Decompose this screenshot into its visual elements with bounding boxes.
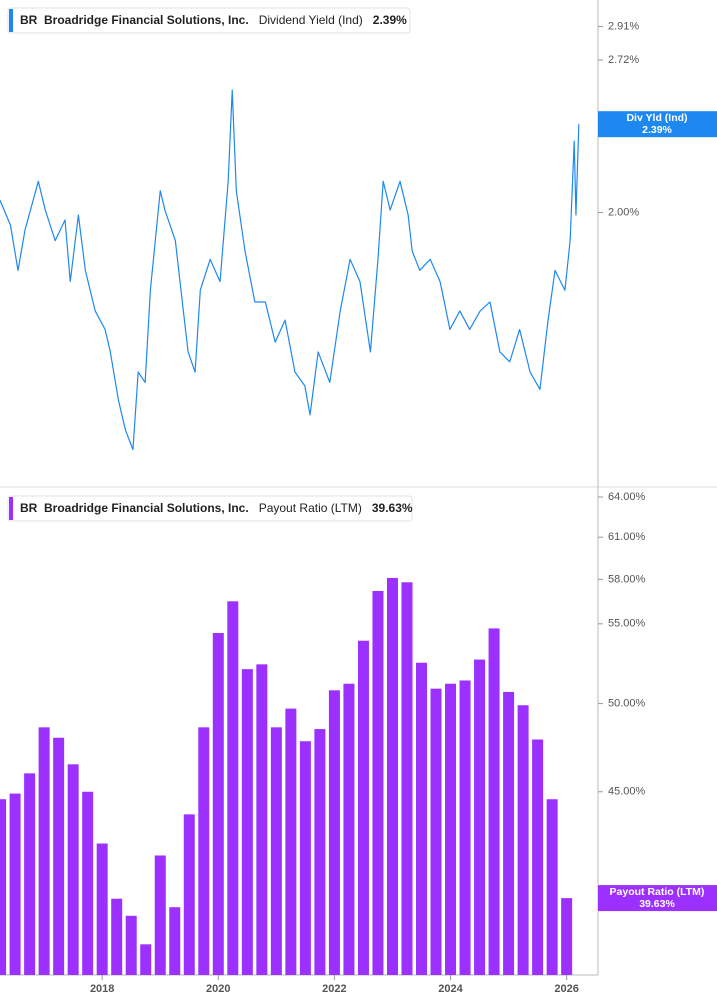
bar bbox=[430, 688, 442, 975]
legend-latest-value: 39.63% bbox=[372, 501, 413, 515]
bar bbox=[357, 640, 369, 975]
bar bbox=[67, 764, 79, 975]
bar bbox=[445, 683, 457, 975]
bar bbox=[532, 739, 544, 975]
bar bbox=[459, 680, 471, 975]
bar bbox=[561, 898, 573, 975]
line-series bbox=[0, 89, 580, 451]
y-tick-label: 64.00% bbox=[608, 491, 646, 503]
bar bbox=[198, 727, 210, 975]
y-tick-label: 50.00% bbox=[608, 697, 646, 709]
y-tick-label: 2.00% bbox=[608, 206, 639, 218]
bar bbox=[241, 669, 253, 975]
bar bbox=[386, 577, 398, 975]
bar bbox=[140, 944, 152, 975]
legend-box bbox=[7, 7, 411, 34]
bar bbox=[111, 898, 123, 975]
legend-swatch bbox=[9, 497, 13, 520]
latest-callout-name: Div Yld (Ind) bbox=[626, 112, 687, 124]
bar bbox=[24, 773, 36, 975]
bar bbox=[343, 683, 355, 975]
company-name: Broadridge Financial Solutions, Inc. bbox=[44, 501, 249, 515]
y-tick-label: 55.00% bbox=[608, 618, 646, 630]
bar bbox=[401, 582, 413, 975]
bar bbox=[169, 907, 181, 975]
x-tick-label: 2020 bbox=[206, 983, 230, 995]
bar bbox=[285, 708, 297, 975]
y-tick-label: 2.91% bbox=[608, 20, 639, 32]
bar bbox=[416, 662, 428, 975]
legend-latest-value: 2.39% bbox=[373, 13, 407, 27]
legend-series-name: Dividend Yield (Ind) bbox=[259, 13, 363, 27]
bar bbox=[503, 691, 515, 975]
plot-area bbox=[0, 89, 580, 451]
y-tick-label: 2.72% bbox=[608, 54, 639, 66]
ticker: BR bbox=[20, 501, 38, 515]
bar bbox=[38, 727, 50, 975]
bar bbox=[154, 855, 166, 975]
bar bbox=[96, 843, 108, 975]
latest-callout-name: Payout Ratio (LTM) bbox=[610, 886, 705, 898]
y-tick-label: 45.00% bbox=[608, 786, 646, 798]
bar bbox=[517, 705, 529, 975]
bar bbox=[212, 633, 224, 975]
bar bbox=[227, 601, 239, 975]
bar bbox=[183, 814, 195, 975]
latest-callout bbox=[598, 885, 717, 912]
bar bbox=[299, 741, 311, 975]
y-tick-label: 61.00% bbox=[608, 531, 646, 543]
plot-area bbox=[0, 577, 573, 975]
x-tick-label: 2026 bbox=[554, 983, 578, 995]
latest-callout-value: 2.39% bbox=[642, 124, 672, 136]
bar bbox=[0, 799, 7, 975]
legend-swatch bbox=[9, 9, 13, 32]
bar bbox=[328, 690, 340, 975]
bar bbox=[9, 793, 21, 975]
latest-callout bbox=[598, 111, 717, 138]
bar bbox=[474, 659, 486, 975]
bar bbox=[53, 737, 65, 975]
x-tick-label: 2018 bbox=[90, 983, 114, 995]
bar bbox=[256, 664, 268, 975]
bar bbox=[314, 729, 326, 975]
ticker: BR bbox=[20, 13, 38, 27]
bar bbox=[546, 799, 558, 975]
legend-box bbox=[7, 495, 413, 522]
bar bbox=[125, 915, 137, 975]
bar bbox=[82, 791, 94, 975]
x-tick-label: 2022 bbox=[322, 983, 346, 995]
y-tick-label: 58.00% bbox=[608, 573, 646, 585]
x-tick-label: 2024 bbox=[438, 983, 463, 995]
legend-series-name: Payout Ratio (LTM) bbox=[259, 501, 362, 515]
latest-callout-value: 39.63% bbox=[639, 898, 675, 910]
bar bbox=[372, 591, 384, 975]
bar bbox=[488, 628, 500, 975]
bar bbox=[270, 727, 282, 975]
company-name: Broadridge Financial Solutions, Inc. bbox=[44, 13, 249, 27]
